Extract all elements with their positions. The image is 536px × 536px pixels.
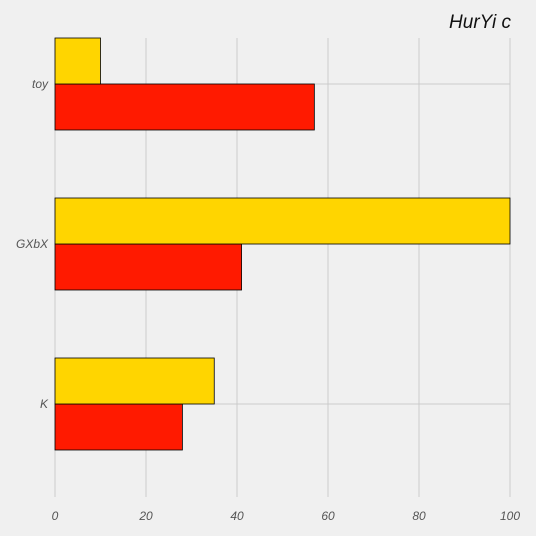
bar: [55, 198, 510, 244]
x-tick-label: 40: [230, 509, 244, 523]
x-tick-label: 80: [412, 509, 426, 523]
x-axis-ticks: 0 20 40 60 80 100: [52, 509, 521, 523]
chart-title: HurYi c: [449, 12, 511, 33]
bar: [55, 84, 314, 130]
bar: [55, 404, 182, 450]
y-axis-ticks: K GXbX toy: [16, 77, 49, 411]
x-tick-label: 20: [138, 509, 153, 523]
x-tick-label: 60: [321, 509, 335, 523]
x-tick-label: 0: [52, 509, 59, 523]
y-tick-label: toy: [32, 77, 49, 91]
bar: [55, 244, 242, 290]
y-tick-label: GXbX: [16, 237, 49, 251]
x-tick-label: 100: [500, 509, 520, 523]
y-tick-label: K: [40, 397, 49, 411]
bar: [55, 358, 214, 404]
bar: [55, 38, 101, 84]
bars: [55, 38, 510, 450]
